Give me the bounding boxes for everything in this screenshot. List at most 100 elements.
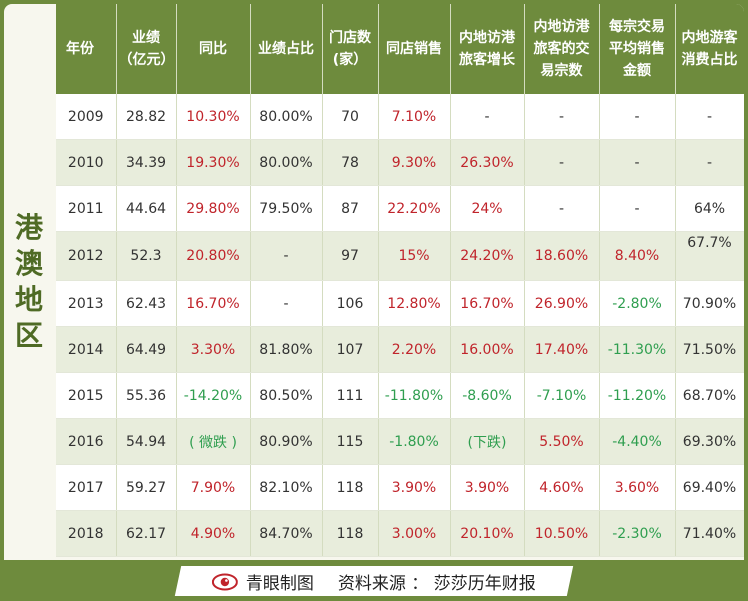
table-frame: 港澳地区 年份 业绩 （亿元） 同比 业绩占比 门店数 (家） 同店销售 内地访港 旅客增长 内地访… (4, 4, 744, 560)
table-row: 2015 55.36 -14.20% 80.50% 111 -11.80% -8.60% -7… (56, 372, 744, 419)
table-cell: 80.00% (250, 94, 323, 140)
table-cell: 64.49 (116, 326, 177, 373)
table-cell: 26.90% (524, 280, 600, 327)
table-cell: 82.10% (250, 464, 323, 511)
table-cell: 80.90% (250, 418, 323, 465)
table-cell: 2.20% (378, 326, 451, 373)
table-cell: 2014 (56, 326, 117, 373)
table-cell: -11.30% (599, 326, 676, 373)
table-cell: -11.80% (378, 372, 451, 419)
table-cell: 24.20% (450, 231, 525, 281)
table-cell: -1.80% (378, 418, 451, 465)
region-char: 地 (14, 283, 43, 316)
footer-brand: 青眼制图 (246, 573, 315, 593)
table-cell: 3.00% (378, 510, 451, 557)
table-cell: 79.50% (250, 185, 323, 232)
table-cell: 19.30% (176, 139, 251, 186)
table-cell: 16.70% (450, 280, 525, 327)
table-cell: 118 (322, 464, 379, 511)
table-cell: 80.00% (250, 139, 323, 186)
table-cell: ( 微跌 ) (176, 418, 251, 465)
table-cell: - (599, 94, 676, 140)
table-cell: 16.70% (176, 280, 251, 327)
table-cell: 4.90% (176, 510, 251, 557)
table-cell: 44.64 (116, 185, 177, 232)
table-cell: 106 (322, 280, 379, 327)
table-cell: 10.30% (176, 94, 251, 140)
table-row: 2016 54.94( 微跌 ) 80.90% 115 -1.80% (下跌) 5.50% -… (56, 418, 744, 465)
table-row: 2011 44.64 29.80% 79.50% 87 22.20% 24% - -64% (56, 185, 744, 232)
table-cell: -8.60% (450, 372, 525, 419)
column-header: 内地游客 消费占比 (675, 4, 744, 94)
table-cell: -2.80% (599, 280, 676, 327)
table-cell: 15% (378, 231, 451, 281)
table-cell: 2011 (56, 185, 117, 232)
table-cell: - (524, 139, 600, 186)
table-cell: 22.20% (378, 185, 451, 232)
table-cell: 2016 (56, 418, 117, 465)
column-header: 同店销售 (378, 4, 451, 94)
table-row: 2017 59.27 7.90% 82.10% 118 3.90% 3.90% 4.60% 3.… (56, 464, 744, 511)
table-cell: 97 (322, 231, 379, 281)
region-char: 港 (14, 211, 43, 244)
table-cell: 24% (450, 185, 525, 232)
table-cell: 3.90% (450, 464, 525, 511)
table-cell: 69.40% (675, 464, 744, 511)
table-cell: 4.60% (524, 464, 600, 511)
table-cell: 2012 (56, 231, 117, 281)
table-row: 2014 64.49 3.30% 81.80% 107 2.20% 16.00% 17.40%… (56, 326, 744, 373)
table-cell: 71.50% (675, 326, 744, 373)
table-cell: 70.90% (675, 280, 744, 327)
region-char: 区 (14, 319, 43, 352)
column-header: 业绩 （亿元） (116, 4, 177, 94)
table-cell: 78 (322, 139, 379, 186)
table-cell: - (250, 280, 323, 327)
column-header: 内地访港 旅客增长 (450, 4, 525, 94)
table-cell: 5.50% (524, 418, 600, 465)
table-cell: 29.80% (176, 185, 251, 232)
column-header: 内地访港 旅客的交 易宗数 (524, 4, 600, 94)
column-header: 门店数 (家） (322, 4, 379, 94)
table-cell: 7.90% (176, 464, 251, 511)
table-cell: 80.50% (250, 372, 323, 419)
table-cell: 107 (322, 326, 379, 373)
table-cell: 3.60% (599, 464, 676, 511)
table-cell: -14.20% (176, 372, 251, 419)
region-char: 澳 (14, 247, 43, 280)
column-header: 业绩占比 (250, 4, 323, 94)
table-cell: 62.17 (116, 510, 177, 557)
table-cell: 34.39 (116, 139, 177, 186)
table-cell: -4.40% (599, 418, 676, 465)
column-header: 每宗交易 平均销售 金额 (599, 4, 676, 94)
table-cell: - (599, 185, 676, 232)
table-cell: 111 (322, 372, 379, 419)
table-row: 2009 28.82 10.30% 80.00% 70 7.10% - - - - (56, 94, 744, 140)
footer: 青眼制图 资料来源 ： 莎莎历年财报 (0, 560, 748, 601)
table-row: 2013 62.43 16.70% -106 12.80% 16.70% 26.90% -2.… (56, 280, 744, 327)
table-cell: 2018 (56, 510, 117, 557)
table-cell: 3.30% (176, 326, 251, 373)
table-cell: 20.80% (176, 231, 251, 281)
table-cell: 12.80% (378, 280, 451, 327)
footer-source: 资料来源 ： 莎莎历年财报 (338, 573, 536, 593)
table-cell: (下跌) (450, 418, 525, 465)
table-cell: 18.60% (524, 231, 600, 281)
table-cell: - (524, 185, 600, 232)
table-cell: 62.43 (116, 280, 177, 327)
table-cell: 16.00% (450, 326, 525, 373)
table-cell: 3.90% (378, 464, 451, 511)
table-cell: 2010 (56, 139, 117, 186)
table-cell: 59.27 (116, 464, 177, 511)
data-table: 年份 业绩 （亿元） 同比 业绩占比 门店数 (家） 同店销售 内地访港 旅客增长 内地访港 旅客的交… (56, 4, 744, 557)
table-cell: 2013 (56, 280, 117, 327)
table-cell: - (675, 139, 744, 186)
table-cell: - (450, 94, 525, 140)
table-cell: 64% (675, 185, 744, 232)
table-cell: - (524, 94, 600, 140)
table-row: 2012 52.3 20.80% -97 15% 24.20% 18.60% 8.40% 67.… (56, 231, 744, 281)
column-header: 年份 (56, 4, 117, 94)
eye-icon (212, 572, 239, 589)
table-cell: - (250, 231, 323, 281)
table-cell: 2017 (56, 464, 117, 511)
table-row: 2010 34.39 19.30% 80.00% 78 9.30% 26.30% - - - (56, 139, 744, 186)
